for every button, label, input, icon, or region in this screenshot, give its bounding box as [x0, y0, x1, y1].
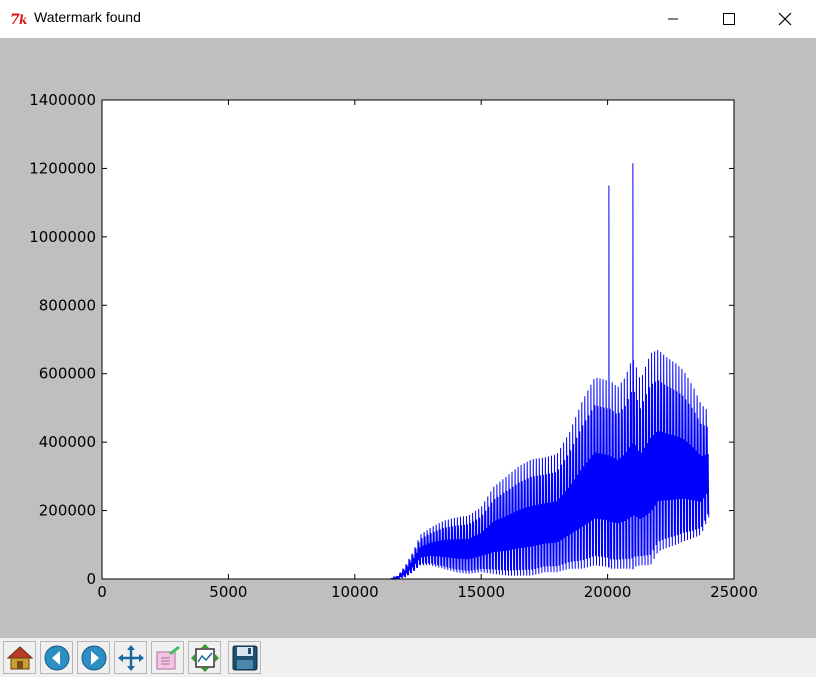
x-tick-label: 10000 [331, 583, 379, 601]
x-tick-label: 5000 [209, 583, 247, 601]
figure-canvas[interactable]: 0 5000 10000 15000 20000 25000 0 200000 400000 60… [0, 38, 816, 638]
y-tick-label: 400000 [39, 433, 96, 451]
x-tick-label: 0 [97, 583, 107, 601]
x-tick-label: 25000 [710, 583, 758, 601]
y-tick-label: 0 [86, 570, 96, 588]
window-title: Watermark found [34, 9, 141, 25]
y-tick-label: 800000 [39, 296, 96, 314]
back-icon [44, 645, 69, 670]
save-button[interactable] [228, 641, 261, 674]
y-tick-label: 1400000 [29, 91, 96, 109]
y-tick-label: 1000000 [29, 228, 96, 246]
y-tick-label: 200000 [39, 502, 96, 520]
home-icon [6, 645, 33, 669]
pan-button[interactable] [114, 641, 147, 674]
line-chart: 0 5000 10000 15000 20000 25000 0 200000 400000 60… [29, 91, 758, 601]
x-tick-label: 15000 [457, 583, 505, 601]
save-icon [232, 645, 257, 670]
home-button[interactable] [3, 641, 36, 674]
zoom-button[interactable] [151, 641, 184, 674]
navigation-toolbar [0, 638, 816, 677]
axes-frame [101, 99, 735, 580]
forward-icon [81, 645, 106, 670]
zoom-icon [156, 645, 180, 669]
y-tick-label: 600000 [39, 365, 96, 383]
y-tick-label: 1200000 [29, 159, 96, 177]
pan-icon [117, 644, 144, 671]
configure-subplots-icon [190, 643, 219, 672]
x-tick-label: 20000 [584, 583, 632, 601]
configure-subplots-button[interactable] [188, 641, 221, 674]
minimize-icon [668, 18, 678, 20]
back-button[interactable] [40, 641, 73, 674]
tk-feather-icon: 7 k [10, 12, 27, 28]
close-icon [778, 12, 792, 26]
minimize-button[interactable] [650, 0, 696, 38]
title-bar: 7 k Watermark found [0, 0, 816, 38]
maximize-button[interactable] [706, 0, 752, 38]
forward-button[interactable] [77, 641, 110, 674]
close-button[interactable] [762, 0, 808, 38]
svg-text:7: 7 [10, 12, 20, 28]
maximize-icon [723, 13, 735, 25]
svg-text:k: k [19, 13, 27, 27]
